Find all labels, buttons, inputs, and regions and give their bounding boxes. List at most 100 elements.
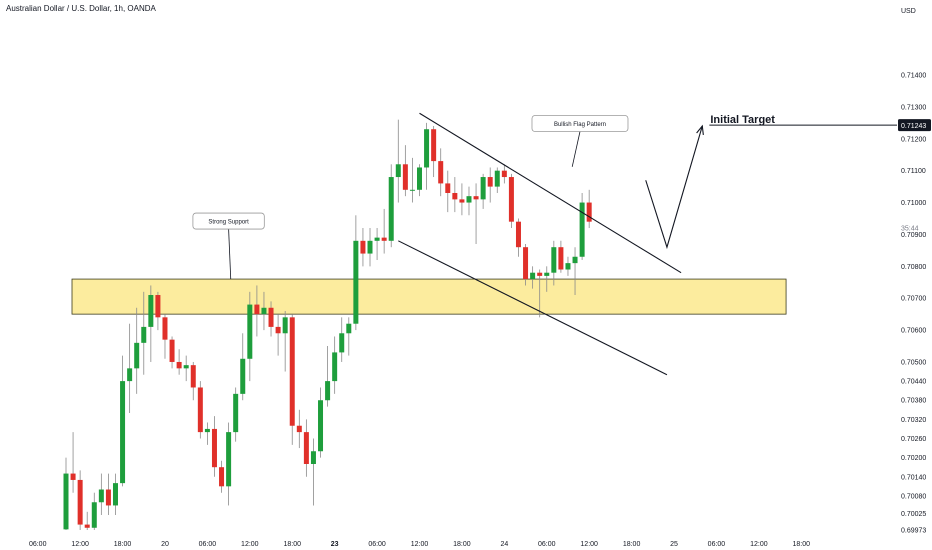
candle[interactable]: [374, 228, 380, 260]
candle[interactable]: [494, 167, 500, 193]
candle[interactable]: [431, 126, 437, 178]
y-tick-label: 0.70320: [901, 417, 926, 424]
candle[interactable]: [318, 387, 324, 458]
candle[interactable]: [219, 460, 225, 493]
candle[interactable]: [558, 240, 564, 273]
candle[interactable]: [395, 119, 401, 203]
candle[interactable]: [438, 148, 444, 197]
candle[interactable]: [127, 323, 133, 413]
candle[interactable]: [155, 291, 161, 331]
candle[interactable]: [289, 314, 295, 445]
candle[interactable]: [586, 189, 592, 229]
candle[interactable]: [523, 244, 529, 286]
candle[interactable]: [162, 314, 168, 359]
projection-path[interactable]: [645, 125, 703, 250]
candle[interactable]: [310, 438, 316, 506]
candle[interactable]: [417, 164, 422, 197]
candle[interactable]: [91, 492, 97, 530]
candle-body: [438, 161, 444, 184]
candle[interactable]: [346, 317, 352, 356]
candle[interactable]: [381, 208, 387, 254]
candle[interactable]: [515, 218, 521, 257]
candle[interactable]: [105, 473, 111, 516]
flag-upper-line[interactable]: [419, 112, 682, 274]
flag-callout-box: [531, 115, 629, 132]
candle[interactable]: [226, 422, 232, 506]
candle[interactable]: [233, 387, 239, 442]
candle[interactable]: [63, 457, 69, 530]
candle[interactable]: [70, 432, 76, 493]
candle-body: [70, 473, 76, 480]
candle[interactable]: [282, 310, 288, 372]
candle[interactable]: [141, 291, 147, 375]
candle[interactable]: [452, 177, 458, 213]
flag-lower-line[interactable]: [398, 240, 668, 376]
candle[interactable]: [261, 291, 267, 331]
candle[interactable]: [112, 473, 118, 516]
candle[interactable]: [325, 346, 331, 407]
candle[interactable]: [388, 164, 394, 248]
candle-body: [247, 304, 253, 359]
candle[interactable]: [508, 173, 514, 229]
candle[interactable]: [551, 240, 557, 286]
candle[interactable]: [466, 186, 472, 216]
y-tick-label: 0.71400: [901, 73, 926, 80]
candle[interactable]: [303, 419, 309, 477]
candle[interactable]: [148, 285, 154, 362]
candle[interactable]: [176, 349, 182, 375]
candle-body: [296, 425, 302, 433]
flag-callout[interactable]: Bullish Flag Pattern: [531, 115, 629, 167]
candle[interactable]: [204, 422, 210, 445]
candle[interactable]: [501, 164, 507, 184]
candle-body: [183, 365, 189, 369]
candle-body: [487, 177, 493, 187]
candle[interactable]: [197, 381, 203, 439]
candle[interactable]: [339, 317, 345, 362]
candle[interactable]: [565, 256, 571, 276]
candle[interactable]: [424, 122, 430, 190]
candle-body: [105, 489, 111, 506]
candle-body: [190, 365, 196, 388]
candle[interactable]: [296, 409, 302, 449]
chart-title: Australian Dollar / U.S. Dollar, 1h, OAN…: [6, 4, 156, 13]
candle[interactable]: [530, 266, 536, 289]
candle[interactable]: [459, 183, 465, 216]
candle[interactable]: [98, 473, 104, 516]
candle[interactable]: [190, 361, 196, 401]
support-callout[interactable]: Strong Support: [192, 212, 265, 280]
candle[interactable]: [120, 355, 126, 487]
candle[interactable]: [367, 228, 373, 267]
x-tick-label: 06:00: [368, 541, 386, 548]
candle[interactable]: [402, 145, 408, 197]
candle[interactable]: [240, 333, 246, 401]
candle[interactable]: [275, 314, 281, 356]
candle[interactable]: [480, 173, 486, 209]
candle[interactable]: [134, 307, 140, 394]
candle[interactable]: [360, 228, 366, 267]
candle[interactable]: [473, 183, 479, 244]
candle[interactable]: [183, 355, 189, 382]
candle[interactable]: [254, 285, 260, 337]
candle[interactable]: [169, 336, 175, 369]
candle[interactable]: [247, 291, 253, 382]
candle[interactable]: [332, 336, 338, 394]
candle[interactable]: [211, 416, 217, 477]
candle[interactable]: [268, 301, 274, 337]
candle-body: [176, 361, 182, 369]
candle[interactable]: [84, 511, 90, 530]
support-callout-pointer: [228, 229, 232, 280]
candle[interactable]: [544, 266, 550, 292]
candle-body: [466, 196, 472, 203]
candle[interactable]: [572, 247, 578, 296]
candle[interactable]: [579, 192, 585, 260]
candle[interactable]: [537, 269, 543, 318]
candle-body: [98, 489, 104, 503]
candle[interactable]: [409, 157, 415, 203]
candle[interactable]: [353, 215, 359, 331]
candle[interactable]: [77, 470, 83, 530]
support-zone[interactable]: [71, 278, 787, 315]
candle[interactable]: [487, 167, 493, 203]
candle[interactable]: [445, 170, 451, 213]
candle-body: [268, 307, 274, 327]
